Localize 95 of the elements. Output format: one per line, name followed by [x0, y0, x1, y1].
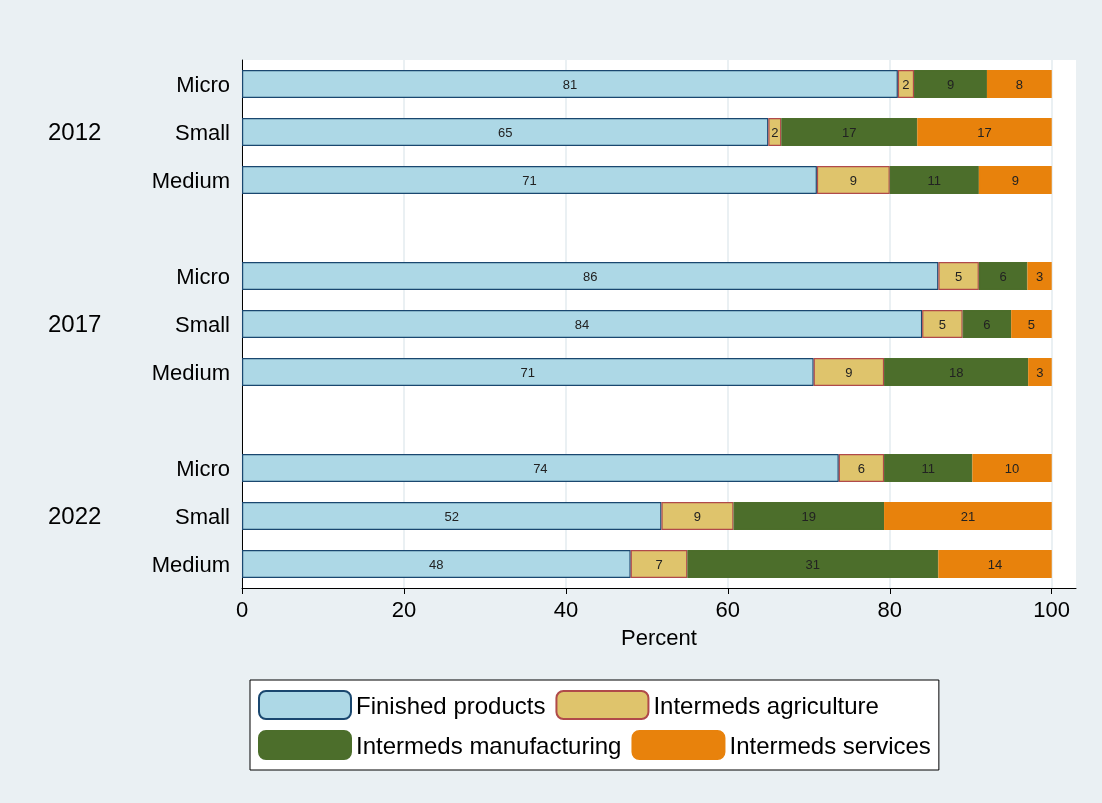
data-label: 3	[1036, 364, 1044, 380]
bar	[687, 550, 939, 578]
bar	[1011, 310, 1052, 338]
data-label: 6	[857, 460, 866, 476]
bar	[884, 502, 1052, 530]
data-label: 9	[845, 364, 853, 380]
y-tick-label: Small	[174, 311, 230, 337]
y-tick-label: Small	[174, 503, 230, 529]
data-label: 19	[801, 508, 817, 524]
y-tick-label: Micro	[176, 71, 230, 97]
data-label: 21	[960, 508, 976, 524]
data-label: 6	[999, 268, 1007, 284]
y-tick-label: Small	[174, 119, 230, 145]
data-label: 10	[1004, 460, 1020, 476]
data-label: 5	[1027, 316, 1036, 332]
bar	[938, 550, 1052, 578]
data-label: 8	[1015, 76, 1023, 92]
data-label: 17	[977, 124, 992, 140]
data-label: 81	[562, 76, 578, 92]
data-label: 74	[533, 460, 548, 476]
bar	[813, 358, 885, 386]
y-tick-label: Medium	[151, 359, 230, 385]
x-tick-label: 40	[553, 596, 579, 622]
text: 2022	[48, 501, 102, 529]
bar	[242, 166, 817, 194]
data-label: 14	[987, 556, 1003, 572]
data-label: 3	[1035, 268, 1044, 284]
x-tick-label: 20	[391, 596, 417, 622]
bar	[781, 118, 918, 146]
bar	[1027, 262, 1052, 290]
data-label: 6	[983, 316, 991, 332]
x-tick-label: 0	[235, 596, 249, 622]
y-tick-label: Medium	[151, 551, 230, 577]
bar	[838, 454, 885, 482]
y-tick-label: Micro	[176, 455, 230, 481]
data-label: 2	[771, 124, 779, 140]
bar	[661, 502, 734, 530]
legend-label: Finished products	[356, 691, 546, 719]
bar	[1028, 358, 1052, 386]
data-label: 2	[902, 76, 910, 92]
y-tick-label: Micro	[176, 263, 230, 289]
x-tick-label: 80	[877, 596, 903, 622]
data-label: 5	[938, 316, 947, 332]
bar	[733, 502, 885, 530]
bar	[242, 262, 939, 290]
x-tick-label: 60	[715, 596, 741, 622]
legend-label: Intermeds manufacturing	[356, 731, 622, 759]
bar	[897, 70, 915, 98]
data-label: 84	[574, 316, 590, 332]
bar	[242, 310, 923, 338]
bar	[962, 310, 1012, 338]
data-label: 31	[805, 556, 821, 572]
data-label: 9	[1011, 172, 1019, 188]
y-tick-label: Medium	[151, 167, 230, 193]
bar	[938, 262, 979, 290]
bar	[978, 262, 1028, 290]
bar	[917, 118, 1052, 146]
bar	[242, 118, 769, 146]
bar	[242, 358, 814, 386]
x-axis-title: Percent	[621, 624, 697, 650]
data-label: 65	[497, 124, 513, 140]
bar	[242, 70, 898, 98]
bar	[889, 166, 979, 194]
text: 2017	[48, 309, 102, 337]
legend-label: Intermeds agriculture	[653, 691, 879, 719]
bar	[242, 454, 839, 482]
data-label: 9	[693, 508, 702, 524]
data-label: 48	[429, 556, 444, 572]
bar	[884, 454, 973, 482]
data-label: 86	[582, 268, 598, 284]
bar	[630, 550, 688, 578]
text: 2012	[48, 117, 102, 145]
data-label: 5	[954, 268, 963, 284]
x-tick-label: 100	[1033, 596, 1071, 622]
bar	[986, 70, 1052, 98]
data-label: 17	[842, 124, 857, 140]
bar	[914, 70, 987, 98]
data-label: 11	[927, 172, 942, 188]
bar	[242, 550, 631, 578]
data-label: 7	[655, 556, 663, 572]
data-label: 11	[921, 460, 935, 476]
data-label: 9	[946, 76, 955, 92]
bar	[978, 166, 1052, 194]
data-label: 71	[520, 364, 536, 380]
data-label: 52	[444, 508, 459, 524]
legend-label: Intermeds services	[729, 731, 931, 759]
data-label: 71	[522, 172, 537, 188]
bar	[242, 502, 662, 530]
data-label: 9	[849, 172, 857, 188]
bar	[922, 310, 963, 338]
bar	[816, 166, 890, 194]
bar	[884, 358, 1029, 386]
data-label: 18	[948, 364, 964, 380]
bar	[768, 118, 782, 146]
bar	[972, 454, 1052, 482]
